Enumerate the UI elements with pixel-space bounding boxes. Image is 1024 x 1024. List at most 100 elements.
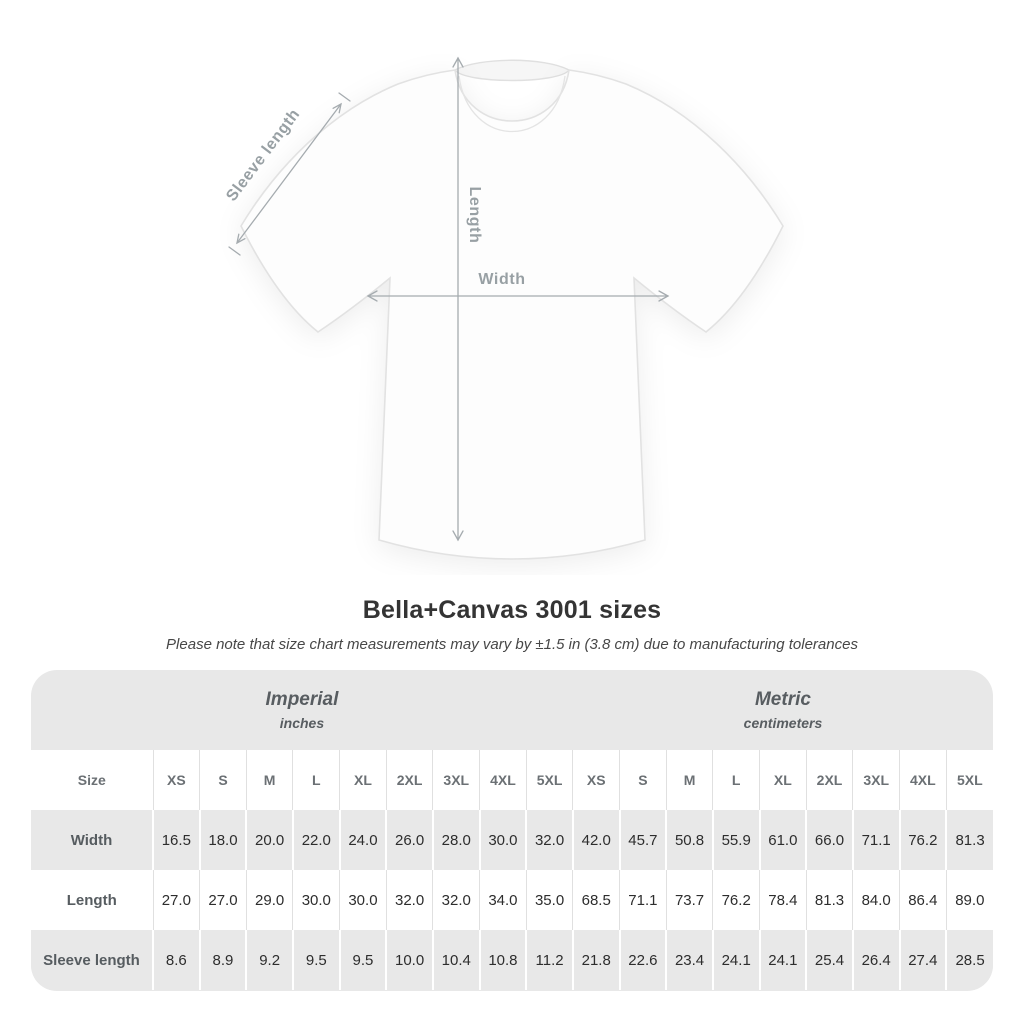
size-column-header: XL — [759, 750, 807, 810]
tshirt-collar-back — [453, 59, 571, 82]
size-column-header: XL — [339, 750, 387, 810]
imperial-unit-label: inches — [279, 715, 325, 731]
measurement-cell: 76.2 — [898, 810, 947, 870]
measurement-cell: 10.0 — [385, 930, 433, 990]
measurement-cell: 20.0 — [245, 810, 293, 870]
measurement-cell: 26.0 — [385, 810, 433, 870]
measurement-cell: 24.0 — [338, 810, 387, 870]
measurement-cell: 30.0 — [478, 810, 527, 870]
size-column-header: XS — [572, 750, 620, 810]
measurement-cell: 28.5 — [945, 930, 993, 990]
length-arrow — [452, 56, 464, 542]
size-column-header: 4XL — [899, 750, 947, 810]
size-column-header: 2XL — [385, 750, 433, 810]
measurement-cell: 76.2 — [712, 870, 760, 930]
measurement-cell: 42.0 — [571, 810, 620, 870]
size-column-header: S — [199, 750, 247, 810]
measurement-cell: 32.0 — [432, 870, 480, 930]
measurement-cell: 9.2 — [245, 930, 293, 990]
size-column-header: 2XL — [805, 750, 853, 810]
measurement-cell: 29.0 — [245, 870, 293, 930]
size-column-header: XS — [152, 750, 200, 810]
measurement-cell: 73.7 — [665, 870, 713, 930]
row-label: Sleeve length — [43, 951, 140, 969]
tshirt-measure-diagram: Length Width Sleeve length — [223, 56, 784, 560]
measurement-cell: 30.0 — [339, 870, 387, 930]
column-header-row: Size XS S M L XL 2XL 3XL 4XL 5XL XS S M L XL 2XL 3XL 4XL… — [31, 750, 993, 810]
measurement-cell: 61.0 — [758, 810, 807, 870]
measurement-cell: 22.0 — [291, 810, 340, 870]
size-column-header: M — [245, 750, 293, 810]
table-body: Width 16.5 18.0 20.0 22.0 24.0 26.0 28.0 30.0 32.… — [31, 810, 993, 990]
measurement-cell: 9.5 — [338, 930, 387, 990]
measurement-cell: 24.1 — [711, 930, 760, 990]
measurement-cell: 55.9 — [711, 810, 760, 870]
unit-group-row: Imperial inches Metric centimeters — [31, 670, 993, 750]
size-chart-card: Imperial inches Metric centimeters Size … — [31, 670, 993, 991]
size-column-header: 5XL — [945, 750, 993, 810]
measurement-cell: 10.4 — [431, 930, 480, 990]
measurement-cell: 8.6 — [152, 930, 200, 990]
imperial-group-header: Imperial inches — [31, 670, 573, 750]
measurement-cell: 27.4 — [898, 930, 947, 990]
size-column-header: 3XL — [852, 750, 900, 810]
measurement-cell: 78.4 — [759, 870, 807, 930]
size-column-header: L — [292, 750, 340, 810]
size-column-header: 5XL — [525, 750, 573, 810]
page-subtitle: Please note that size chart measurements… — [166, 636, 858, 653]
width-label: Width — [478, 271, 525, 288]
measurement-cell: 71.1 — [851, 810, 900, 870]
measurement-cell: 27.0 — [152, 870, 200, 930]
width-arrow — [366, 290, 670, 302]
metric-unit-label: centimeters — [743, 715, 823, 731]
measurement-cell: 21.8 — [571, 930, 620, 990]
size-column-header: 3XL — [432, 750, 480, 810]
size-corner-header: Size — [77, 772, 106, 788]
measurement-cell: 11.2 — [525, 930, 573, 990]
size-column-header: 4XL — [479, 750, 527, 810]
measurement-cell: 28.0 — [431, 810, 480, 870]
size-chart-table: Imperial inches Metric centimeters Size … — [31, 670, 993, 990]
measurement-cell: 23.4 — [665, 930, 713, 990]
measurement-cell: 30.0 — [292, 870, 340, 930]
measurement-cell: 84.0 — [852, 870, 900, 930]
measurement-cell: 50.8 — [665, 810, 713, 870]
measurement-cell: 71.1 — [619, 870, 667, 930]
measurement-cell: 10.8 — [478, 930, 527, 990]
measurement-cell: 66.0 — [805, 810, 853, 870]
measurement-cell: 24.1 — [758, 930, 807, 990]
measurement-cell: 86.4 — [899, 870, 947, 930]
length-label: Length — [466, 187, 483, 244]
measurement-cell: 81.3 — [945, 810, 993, 870]
measurement-cell: 68.5 — [572, 870, 620, 930]
measurement-cell: 81.3 — [805, 870, 853, 930]
sleeve-length-arrow — [228, 92, 351, 256]
measurement-cell: 18.0 — [198, 810, 247, 870]
measurement-cell: 32.0 — [385, 870, 433, 930]
measurement-cell: 35.0 — [525, 870, 573, 930]
size-column-header: L — [712, 750, 760, 810]
tshirt-collar-seam — [458, 75, 566, 133]
measurement-cell: 26.4 — [851, 930, 900, 990]
size-column-header: S — [619, 750, 667, 810]
measurement-cell: 8.9 — [198, 930, 247, 990]
row-label: Width — [70, 831, 113, 849]
tshirt-graphic — [240, 69, 784, 560]
measurement-row: Sleeve length 8.6 8.9 9.2 9.5 9.5 10.0 10.4 10.8… — [31, 930, 993, 990]
measurement-cell: 22.6 — [618, 930, 667, 990]
size-column-header: M — [665, 750, 713, 810]
metric-group-header: Metric centimeters — [573, 670, 993, 750]
page-title: Bella+Canvas 3001 sizes — [362, 596, 662, 624]
measurement-cell: 89.0 — [945, 870, 993, 930]
measurement-cell: 45.7 — [618, 810, 667, 870]
measurement-cell: 25.4 — [805, 930, 853, 990]
imperial-label: Imperial — [265, 689, 339, 710]
measurement-cell: 27.0 — [199, 870, 247, 930]
measurement-row: Length 27.0 27.0 29.0 30.0 30.0 32.0 32.0 34.0 35… — [31, 870, 993, 930]
measurement-cell: 34.0 — [479, 870, 527, 930]
metric-label: Metric — [754, 689, 811, 710]
measurement-cell: 9.5 — [291, 930, 340, 990]
measurement-cell: 16.5 — [152, 810, 200, 870]
measurement-cell: 32.0 — [525, 810, 573, 870]
row-label: Length — [66, 891, 117, 909]
